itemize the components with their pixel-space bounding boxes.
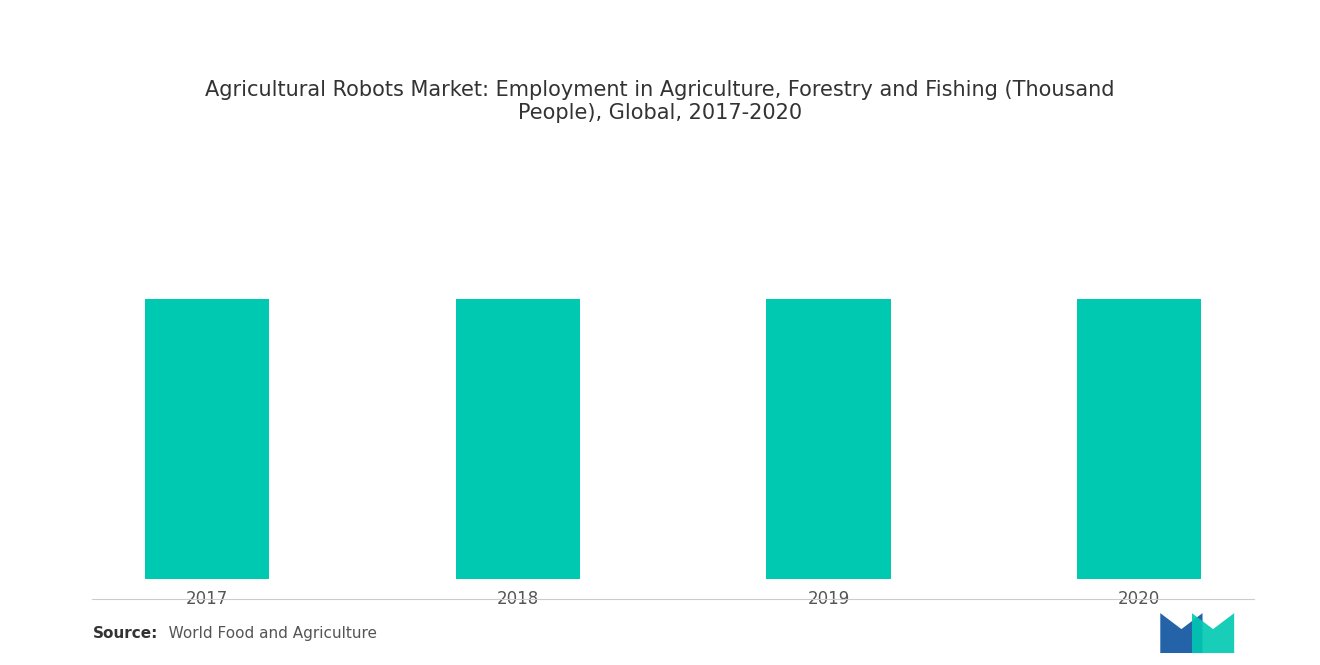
Text: Source:: Source: [92, 626, 158, 642]
Bar [455, 0, 579, 579]
Text: World Food and Agriculture: World Food and Agriculture [154, 626, 378, 642]
Polygon shape [1192, 613, 1234, 653]
Bar [1077, 0, 1201, 579]
Bar [145, 0, 269, 579]
Text: Agricultural Robots Market: Employment in Agriculture, Forestry and Fishing (Tho: Agricultural Robots Market: Employment i… [205, 80, 1115, 123]
Polygon shape [1160, 613, 1203, 653]
Bar [767, 0, 891, 579]
